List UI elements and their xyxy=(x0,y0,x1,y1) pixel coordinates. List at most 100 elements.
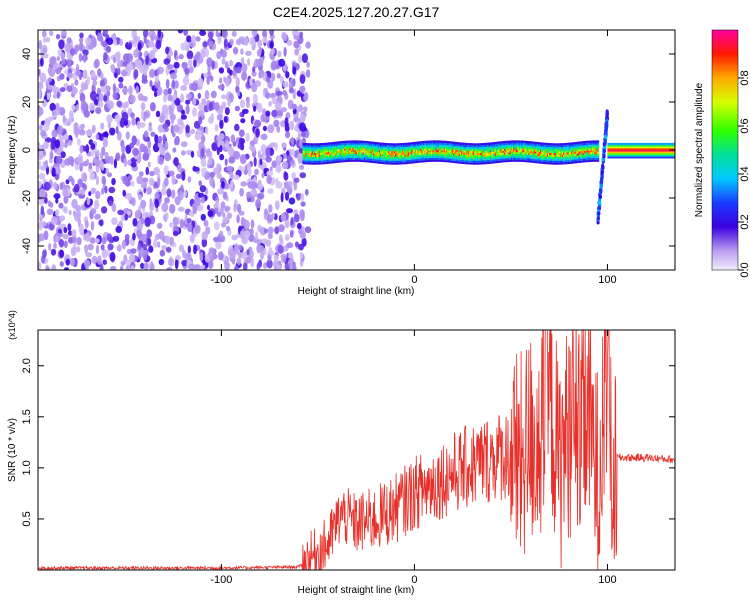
heatmap-cell xyxy=(651,149,653,152)
heatmap-cell xyxy=(545,152,548,155)
heatmap-cell xyxy=(516,150,519,153)
heatmap-cell xyxy=(504,142,506,146)
heatmap-cell xyxy=(91,255,98,264)
heatmap-cell xyxy=(397,145,399,148)
heatmap-cell xyxy=(258,245,264,253)
heatmap-cell xyxy=(595,157,597,160)
heatmap-cell xyxy=(519,152,521,155)
heatmap-cell xyxy=(444,148,447,151)
heatmap-cell xyxy=(395,158,397,161)
heatmap-cell xyxy=(466,160,469,163)
heatmap-cell xyxy=(291,103,298,110)
heatmap-cell xyxy=(609,142,612,145)
heatmap-cell xyxy=(534,157,536,160)
heatmap-cell xyxy=(536,147,538,150)
heatmap-cell xyxy=(158,258,165,266)
heatmap-cell xyxy=(359,142,361,145)
heatmap-cell xyxy=(521,154,523,157)
heatmap-cell xyxy=(384,150,387,153)
heatmap-cell xyxy=(620,156,622,159)
heatmap-cell xyxy=(337,160,339,163)
heatmap-cell xyxy=(377,146,380,149)
heatmap-cell xyxy=(293,213,300,223)
heatmap-cell xyxy=(451,145,454,148)
heatmap-cell xyxy=(346,146,348,149)
heatmap-cell xyxy=(636,148,638,150)
heatmap-cell xyxy=(557,149,559,152)
heatmap-cell xyxy=(486,144,488,147)
heatmap-cell xyxy=(331,157,333,160)
heatmap-cell xyxy=(628,146,630,149)
heatmap-cell xyxy=(435,155,437,158)
heatmap-cell xyxy=(402,148,404,151)
heatmap-cell xyxy=(275,200,280,210)
heatmap-cell xyxy=(312,152,315,156)
heatmap-cell xyxy=(570,146,572,149)
heatmap-cell xyxy=(508,159,510,162)
heatmap-cell xyxy=(648,146,650,149)
heatmap-cell xyxy=(319,145,322,148)
heatmap-cell xyxy=(478,149,480,152)
heatmap-cell xyxy=(558,162,560,165)
heatmap-cell xyxy=(583,142,586,146)
heatmap-cell xyxy=(593,146,595,149)
heatmap-cell xyxy=(455,153,457,156)
heatmap-cell xyxy=(464,148,466,151)
heatmap-cell xyxy=(113,235,120,242)
heatmap-cell xyxy=(473,154,476,157)
heatmap-cell xyxy=(479,147,482,150)
heatmap-cell xyxy=(330,144,332,147)
heatmap-cell xyxy=(456,157,458,160)
heatmap-cell xyxy=(617,156,620,159)
heatmap-cell xyxy=(519,146,521,149)
heatmap-cell xyxy=(645,149,648,152)
heatmap-cell xyxy=(482,154,484,157)
heatmap-cell xyxy=(385,160,388,163)
heatmap-cell xyxy=(456,153,458,156)
heatmap-cell xyxy=(538,149,541,153)
heatmap-cell xyxy=(609,144,612,147)
heatmap-cell xyxy=(388,156,390,159)
heatmap-cell xyxy=(271,160,278,168)
heatmap-cell xyxy=(585,160,587,163)
heatmap-cell xyxy=(487,158,490,161)
heatmap-cell xyxy=(579,156,581,160)
heatmap-cell xyxy=(230,134,236,144)
heatmap-cell xyxy=(529,152,531,155)
heatmap-cell xyxy=(426,142,428,145)
heatmap-cell xyxy=(153,168,159,174)
heatmap-cell xyxy=(311,149,314,152)
heatmap-cell xyxy=(560,150,563,154)
heatmap-cell xyxy=(561,162,564,165)
heatmap-cell xyxy=(488,161,491,164)
heatmap-cell xyxy=(613,146,615,149)
heatmap-cell xyxy=(551,143,553,146)
heatmap-cell xyxy=(413,143,415,146)
heatmap-cell xyxy=(412,151,414,154)
heatmap-cell xyxy=(321,162,323,165)
heatmap-cell xyxy=(292,108,297,115)
heatmap-cell xyxy=(548,150,550,153)
heatmap-cell xyxy=(595,151,597,155)
heatmap-cell xyxy=(491,148,493,151)
heatmap-cell xyxy=(405,158,407,161)
heatmap-cell xyxy=(344,160,346,163)
heatmap-cell xyxy=(512,155,514,158)
heatmap-cell xyxy=(436,151,439,155)
heatmap-cell xyxy=(304,146,307,149)
heatmap-cell xyxy=(71,104,76,111)
heatmap-cell xyxy=(487,148,490,151)
heatmap-cell xyxy=(132,232,136,241)
heatmap-cell xyxy=(377,142,380,145)
heatmap-cell xyxy=(413,141,415,145)
heatmap-cell xyxy=(344,154,346,157)
heatmap-cell xyxy=(541,148,543,151)
heatmap-cell xyxy=(410,159,412,162)
heatmap-cell xyxy=(488,144,491,147)
heatmap-cell xyxy=(273,254,279,262)
heatmap-cell xyxy=(477,145,479,148)
heatmap-cell xyxy=(421,148,424,151)
heatmap-cell xyxy=(348,159,351,162)
heatmap-cell xyxy=(586,150,588,153)
heatmap-cell xyxy=(406,144,409,147)
